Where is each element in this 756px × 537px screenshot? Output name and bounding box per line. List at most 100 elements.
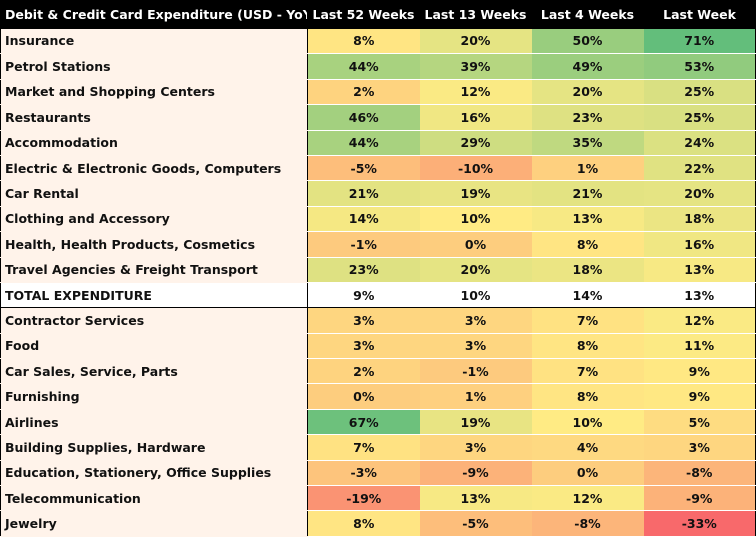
column-header: Last 4 Weeks — [531, 0, 644, 29]
heatmap-cell: 67% — [307, 409, 420, 436]
heatmap-cell: 24% — [643, 130, 756, 156]
heatmap-cell: -9% — [643, 485, 756, 512]
table-row: Health, Health Products, Cosmetics -1% 0% 8… — [0, 231, 756, 258]
heatmap-cell: 18% — [531, 257, 644, 283]
heatmap-cell: 13% — [419, 485, 532, 512]
table-row: Furnishing 0% 1% 8% 9% — [0, 383, 756, 410]
column-header: Last 13 Weeks — [419, 0, 532, 29]
heatmap-cell: 12% — [531, 485, 644, 512]
heatmap-cell: 8% — [531, 333, 644, 360]
heatmap-cell: 16% — [643, 231, 756, 258]
table-row: Market and Shopping Centers 2% 12% 20% 25% — [0, 79, 756, 106]
heatmap-cell: 18% — [643, 206, 756, 233]
column-header: Last 52 Weeks — [307, 0, 420, 29]
heatmap-cell: 22% — [643, 155, 756, 182]
heatmap-cell: 10% — [419, 281, 532, 309]
heatmap-cell: 23% — [307, 257, 420, 283]
heatmap-cell: -9% — [419, 460, 532, 487]
row-label: Insurance — [0, 28, 308, 55]
table-row: Jewelry 8% -5% -8% -33% — [0, 510, 756, 537]
table-row: Accommodation 44% 29% 35% 24% — [0, 130, 756, 156]
heatmap-cell: -5% — [307, 155, 420, 182]
heatmap-cell: 20% — [419, 257, 532, 283]
heatmap-cell: 13% — [531, 206, 644, 233]
row-label: Furnishing — [0, 383, 308, 410]
row-label: Market and Shopping Centers — [0, 79, 308, 106]
heatmap-cell: -10% — [419, 155, 532, 182]
row-label: Restaurants — [0, 104, 308, 131]
heatmap-cell: 20% — [419, 28, 532, 55]
row-label: Contractor Services — [0, 307, 308, 334]
heatmap-cell: 3% — [419, 333, 532, 360]
row-label: Health, Health Products, Cosmetics — [0, 231, 308, 258]
heatmap-cell: 25% — [643, 104, 756, 131]
heatmap-cell: 4% — [531, 434, 644, 461]
heatmap-cell: 20% — [643, 180, 756, 207]
heatmap-cell: -1% — [419, 358, 532, 385]
heatmap-cell: 12% — [643, 307, 756, 334]
heatmap-cell: 44% — [307, 130, 420, 156]
row-label: Education, Stationery, Office Supplies — [0, 460, 308, 487]
heatmap-cell: 3% — [307, 307, 420, 334]
table-row: Airlines 67% 19% 10% 5% — [0, 409, 756, 436]
table-row: Travel Agencies & Freight Transport 23% 20… — [0, 257, 756, 283]
heatmap-cell: -8% — [531, 510, 644, 537]
heatmap-cell: 16% — [419, 104, 532, 131]
heatmap-cell: -1% — [307, 231, 420, 258]
heatmap-cell: -5% — [419, 510, 532, 537]
table-row: Building Supplies, Hardware 7% 3% 4% 3% — [0, 434, 756, 461]
row-label: Food — [0, 333, 308, 360]
heatmap-cell: 19% — [419, 409, 532, 436]
table-row: Car Sales, Service, Parts 2% -1% 7% 9% — [0, 358, 756, 385]
heatmap-cell: 19% — [419, 180, 532, 207]
heatmap-cell: 0% — [419, 231, 532, 258]
heatmap-cell: 1% — [531, 155, 644, 182]
heatmap-cell: 2% — [307, 79, 420, 106]
heatmap-cell: 50% — [531, 28, 644, 55]
heatmap-cell: -3% — [307, 460, 420, 487]
heatmap-cell: 8% — [531, 231, 644, 258]
heatmap-cell: 3% — [419, 307, 532, 334]
heatmap-cell: 21% — [531, 180, 644, 207]
heatmap-cell: 29% — [419, 130, 532, 156]
heatmap-cell: 13% — [643, 281, 756, 309]
heatmap-cell: 14% — [307, 206, 420, 233]
heatmap-cell: 8% — [531, 383, 644, 410]
heatmap-cell: -8% — [643, 460, 756, 487]
heatmap-cell: 5% — [643, 409, 756, 436]
heatmap-cell: 9% — [307, 281, 420, 309]
row-label: Electric & Electronic Goods, Computers — [0, 155, 308, 182]
table-row: Education, Stationery, Office Supplies -3… — [0, 460, 756, 487]
row-label: Clothing and Accessory — [0, 206, 308, 233]
heatmap-cell: 3% — [419, 434, 532, 461]
heatmap-cell: 0% — [307, 383, 420, 410]
table-row: Restaurants 46% 16% 23% 25% — [0, 104, 756, 131]
table-row: Petrol Stations 44% 39% 49% 53% — [0, 53, 756, 80]
row-label: Car Sales, Service, Parts — [0, 358, 308, 385]
total-row: TOTAL EXPENDITURE 9% 10% 14% 13% — [0, 281, 756, 309]
row-label: Jewelry — [0, 510, 308, 537]
heatmap-cell: 9% — [643, 383, 756, 410]
heatmap-cell: 39% — [419, 53, 532, 80]
table-row: Clothing and Accessory 14% 10% 13% 18% — [0, 206, 756, 233]
header-row: Debit & Credit Card Expenditure (USD - Y… — [0, 0, 756, 29]
heatmap-cell: 53% — [643, 53, 756, 80]
table-row: Contractor Services 3% 3% 7% 12% — [0, 307, 756, 334]
heatmap-cell: 46% — [307, 104, 420, 131]
heatmap-cell: 25% — [643, 79, 756, 106]
heatmap-cell: 20% — [531, 79, 644, 106]
heatmap-cell: 2% — [307, 358, 420, 385]
heatmap-cell: 7% — [307, 434, 420, 461]
row-label: Petrol Stations — [0, 53, 308, 80]
heatmap-cell: 35% — [531, 130, 644, 156]
table-row: Insurance 8% 20% 50% 71% — [0, 28, 756, 55]
heatmap-cell: 13% — [643, 257, 756, 283]
heatmap-cell: 7% — [531, 358, 644, 385]
heatmap-cell: 10% — [419, 206, 532, 233]
row-label: Travel Agencies & Freight Transport — [0, 257, 308, 283]
heatmap-body: Insurance 8% 20% 50% 71% Petrol Stations 44% 39… — [0, 28, 756, 537]
heatmap-cell: 11% — [643, 333, 756, 360]
heatmap-cell: 3% — [643, 434, 756, 461]
heatmap-cell: -33% — [643, 510, 756, 537]
